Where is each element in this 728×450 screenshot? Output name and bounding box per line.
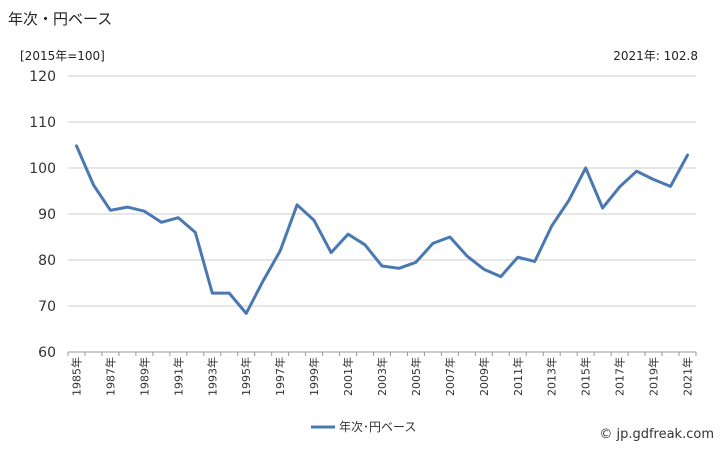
data-point — [567, 199, 570, 202]
data-point — [635, 170, 638, 173]
data-point — [482, 268, 486, 271]
data-point — [669, 185, 672, 188]
data-point — [312, 219, 316, 222]
x-tick-label: 1991年 — [171, 357, 185, 396]
x-tick-label: 2003年 — [375, 357, 389, 396]
data-point — [228, 291, 231, 295]
unit-label: [2015年=100] — [20, 49, 105, 63]
y-tick-label: 120 — [29, 69, 56, 85]
x-tick-label: 2021年 — [681, 357, 695, 396]
data-point — [686, 153, 689, 157]
data-point — [431, 242, 435, 245]
y-tick-label: 60 — [38, 345, 56, 361]
x-tick-label: 2009年 — [477, 357, 491, 396]
data-point — [143, 210, 146, 213]
legend-label: 年次･円ベース — [339, 420, 416, 434]
x-axis: 1985年 1987年 1989年 1991年 1993年 1995年 1997年 1999年… — [67, 351, 697, 396]
grid-lines — [68, 75, 696, 353]
y-tick-label: 90 — [38, 207, 56, 223]
y-tick-label: 80 — [38, 253, 56, 269]
data-point — [465, 254, 469, 258]
x-tick-label: 1999年 — [307, 357, 321, 396]
x-tick-label: 2015年 — [579, 357, 593, 396]
data-point — [618, 185, 621, 189]
data-point — [516, 256, 519, 259]
data-point — [295, 203, 299, 206]
chart-title: 年次・円ベース — [8, 10, 113, 28]
data-point — [211, 291, 214, 295]
data-point — [261, 279, 265, 282]
data-point — [177, 216, 180, 219]
data-point — [363, 243, 367, 247]
data-point — [499, 275, 503, 278]
data-point — [380, 264, 384, 268]
data-point — [109, 209, 112, 212]
x-tick-label: 2001年 — [341, 357, 355, 396]
x-tick-label: 1993年 — [205, 357, 219, 396]
x-tick-label: 1997年 — [273, 357, 287, 396]
y-tick-label: 110 — [29, 115, 56, 131]
data-point — [601, 206, 604, 210]
y-axis-ticks: 60 70 80 90 100 110 120 — [29, 69, 56, 361]
data-point — [346, 233, 350, 236]
data-point — [278, 249, 282, 252]
legend: 年次･円ベース — [311, 420, 416, 434]
data-point — [652, 178, 655, 181]
x-tick-label: 2007年 — [443, 357, 457, 396]
x-tick-label: 1985年 — [69, 357, 83, 396]
x-tick-label: 1989年 — [137, 357, 151, 396]
x-tick-label: 2019年 — [647, 357, 661, 396]
source-credit: © jp.gdfreak.com — [599, 427, 714, 442]
data-point — [414, 261, 418, 264]
data-point — [533, 260, 536, 263]
series-layer — [75, 144, 689, 315]
x-tick-label: 2005年 — [409, 357, 423, 396]
y-tick-label: 70 — [38, 299, 56, 315]
data-point — [75, 144, 78, 148]
data-point — [329, 251, 333, 254]
data-point — [245, 312, 248, 315]
data-point — [448, 235, 452, 239]
y-tick-label: 100 — [29, 161, 56, 177]
data-point — [126, 205, 129, 209]
latest-value-label: 2021年: 102.8 — [613, 49, 698, 63]
data-point — [397, 267, 401, 270]
x-tick-label: 2013年 — [545, 357, 559, 396]
data-point — [584, 166, 587, 170]
data-point — [550, 224, 553, 228]
series-line — [75, 144, 689, 315]
data-point — [194, 231, 197, 234]
x-tick-label: 1987年 — [103, 357, 117, 396]
x-tick-label: 2011年 — [511, 357, 525, 396]
x-tick-label: 1995年 — [239, 357, 253, 396]
data-point — [160, 221, 163, 224]
data-point — [92, 183, 95, 187]
x-tick-label: 2017年 — [613, 357, 627, 396]
